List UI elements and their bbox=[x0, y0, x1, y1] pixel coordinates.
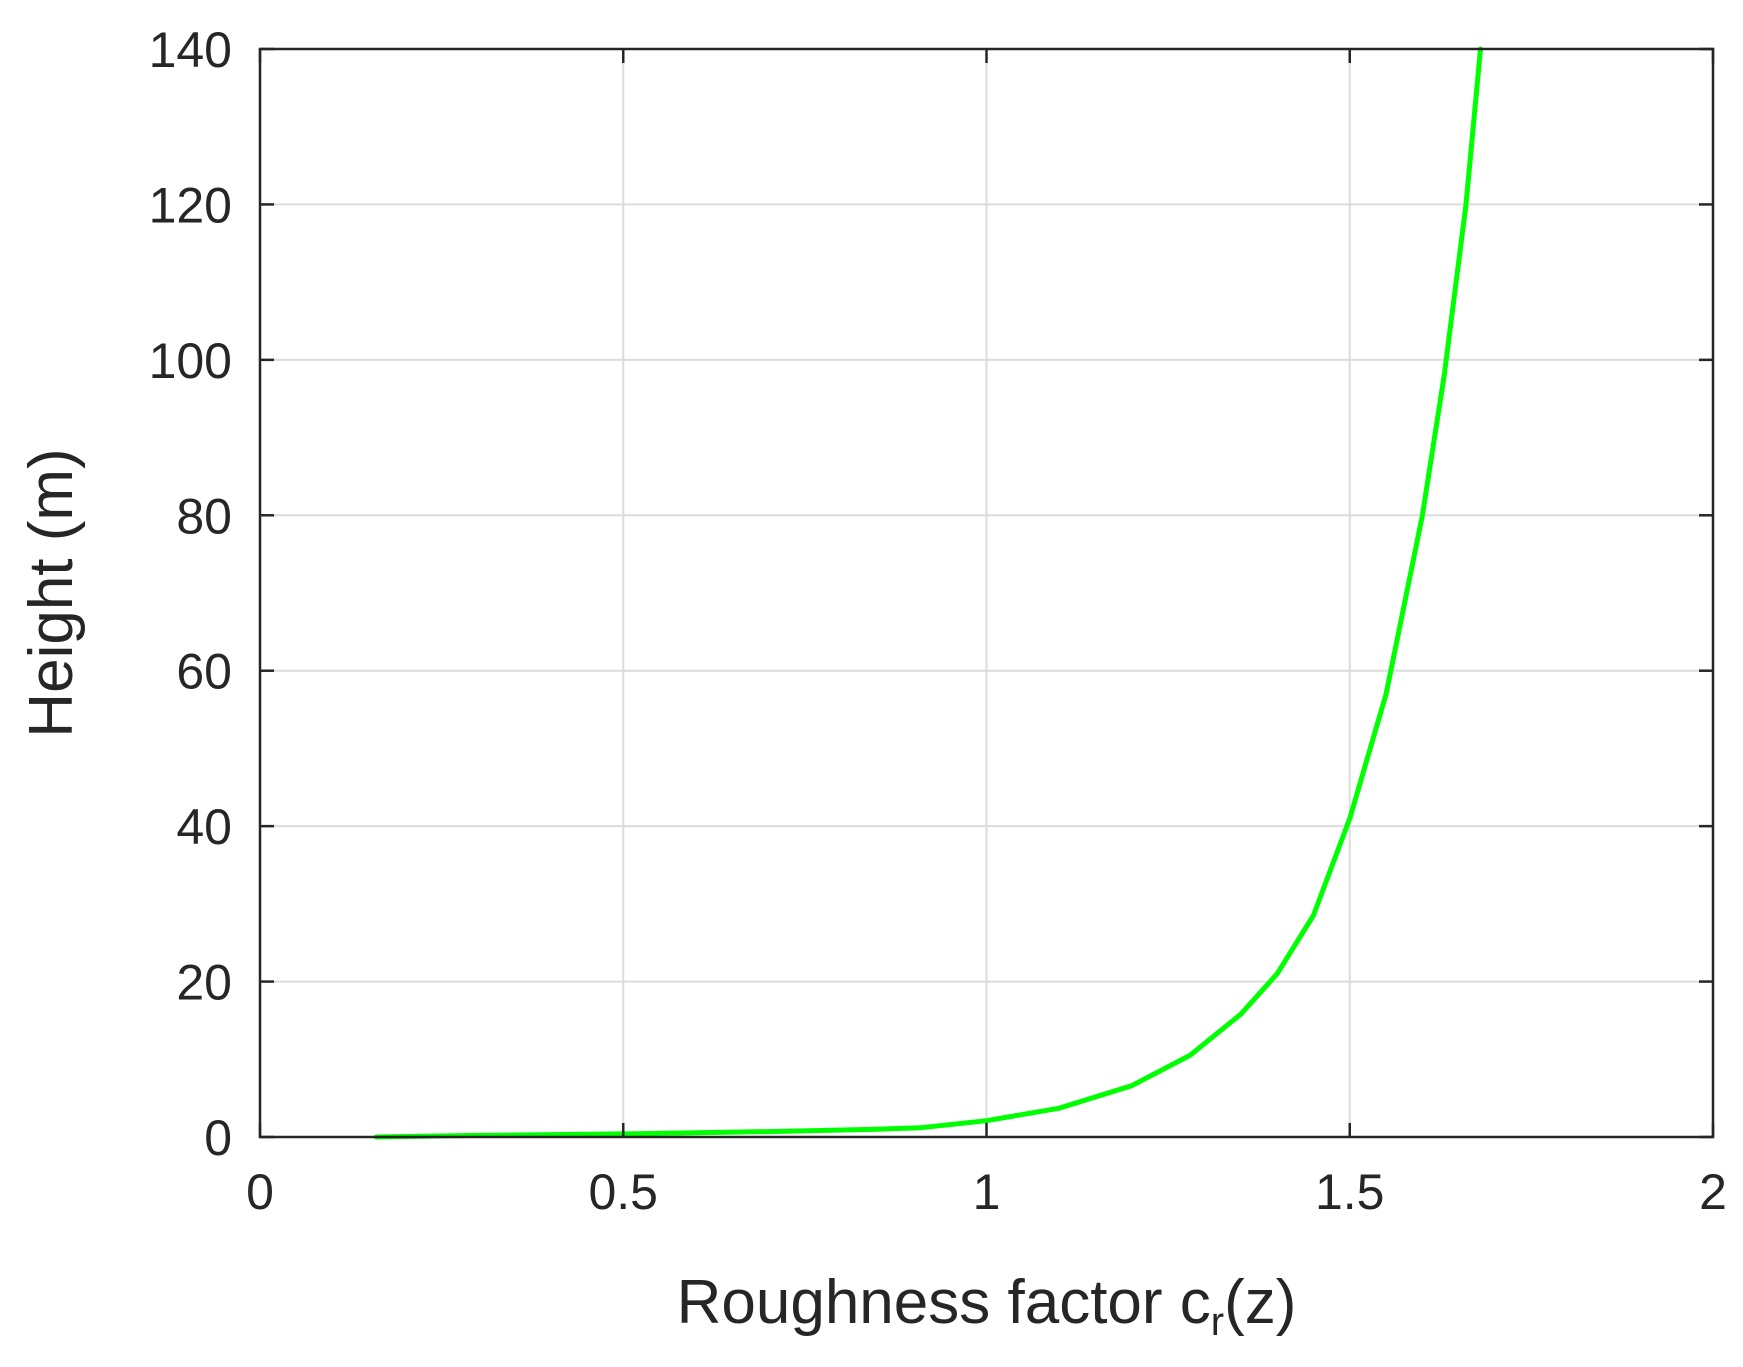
x-tick-label: 1 bbox=[973, 1164, 1001, 1220]
y-tick-label: 80 bbox=[176, 488, 232, 544]
y-tick-label: 100 bbox=[149, 333, 232, 389]
x-tick-label: 0.5 bbox=[588, 1164, 658, 1220]
y-axis-title: Height (m) bbox=[17, 448, 86, 737]
series-line-0 bbox=[373, 46, 1483, 1140]
grid-lines bbox=[260, 49, 1713, 1137]
y-tick-label: 140 bbox=[149, 22, 232, 78]
x-tick-label: 0 bbox=[246, 1164, 274, 1220]
x-axis-title-prefix: Roughness factor c bbox=[677, 1268, 1211, 1337]
y-tick-label: 20 bbox=[176, 955, 232, 1011]
x-tick-label: 1.5 bbox=[1315, 1164, 1385, 1220]
y-tick-label: 120 bbox=[149, 177, 232, 233]
y-tick-label: 40 bbox=[176, 799, 232, 855]
x-axis-title: Roughness factor cr(z) bbox=[677, 1268, 1297, 1344]
y-tick-label: 0 bbox=[204, 1110, 232, 1166]
series-layer bbox=[373, 46, 1483, 1140]
x-tick-labels: 0 0.5 1 1.5 2 bbox=[246, 1164, 1727, 1220]
y-tick-labels: 0 20 40 60 80 100 120 140 bbox=[149, 22, 232, 1166]
x-tick-label: 2 bbox=[1699, 1164, 1727, 1220]
x-axis-title-suffix: (z) bbox=[1224, 1268, 1296, 1337]
x-axis-title-subscript: r bbox=[1211, 1300, 1224, 1344]
y-tick-label: 60 bbox=[176, 644, 232, 700]
axes-box bbox=[258, 47, 1715, 1139]
